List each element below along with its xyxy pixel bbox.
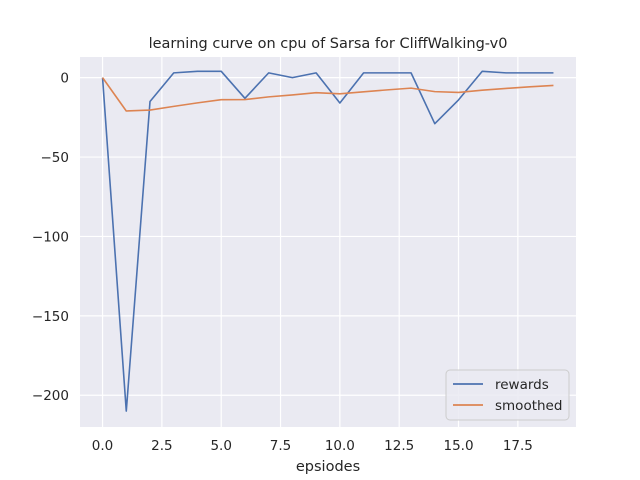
y-tick-labels: 0 −50 −100 −150 −200	[32, 71, 69, 405]
grid	[80, 57, 576, 427]
series-lines	[101, 70, 554, 412]
y-tick-label: −200	[32, 388, 69, 404]
x-tick-label: 2.5	[151, 438, 172, 454]
x-tick-labels: 0.0 2.5 5.0 7.5 10.0 12.5 15.0 17.5	[92, 438, 533, 454]
y-tick-label: 0	[60, 71, 69, 87]
legend-label-rewards: rewards	[495, 377, 549, 393]
x-tick-label: 0.0	[92, 438, 113, 454]
legend-box	[445, 369, 570, 421]
x-tick-label: 7.5	[270, 438, 291, 454]
series-line-rewards	[101, 70, 554, 412]
legend: rewards smoothed	[445, 369, 570, 421]
y-tick-label: −100	[32, 229, 69, 245]
x-axis-label: epsiodes	[296, 459, 360, 475]
y-tick-label: −150	[32, 309, 69, 325]
legend-label-smoothed: smoothed	[495, 398, 562, 414]
x-tick-label: 15.0	[443, 438, 473, 454]
x-tick-label: 12.5	[384, 438, 414, 454]
x-tick-label: 5.0	[210, 438, 231, 454]
x-tick-label: 17.5	[503, 438, 533, 454]
series-line-smoothed	[101, 77, 554, 112]
y-tick-label: −50	[41, 150, 70, 166]
plot-area	[80, 57, 576, 427]
chart-title: learning curve on cpu of Sarsa for Cliff…	[149, 36, 508, 52]
x-tick-label: 10.0	[325, 438, 355, 454]
